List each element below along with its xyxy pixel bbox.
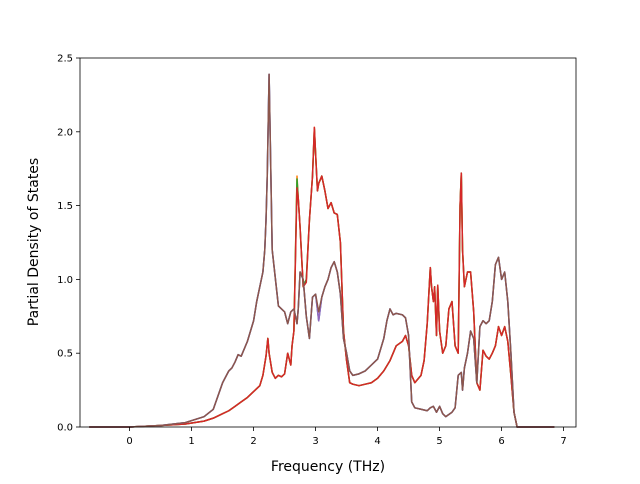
x-tick-label: 4	[374, 436, 380, 447]
y-tick-label: 2.0	[57, 127, 73, 138]
y-tick-label: 1.5	[57, 201, 73, 212]
x-tick-label: 5	[436, 436, 442, 447]
y-tick-label: 1.0	[57, 275, 73, 286]
x-tick-label: 0	[126, 436, 132, 447]
x-tick-label: 2	[250, 436, 256, 447]
x-tick-label: 1	[188, 436, 194, 447]
y-tick-label: 0.0	[57, 423, 73, 434]
series-line-4	[89, 126, 555, 428]
series-line-6	[89, 73, 555, 428]
y-tick-label: 2.5	[57, 54, 73, 65]
plot-area	[80, 58, 576, 427]
series-layer	[89, 73, 555, 428]
ticks-layer: 0 1 2 3 4 5 6 7 0.0 0.5 1.0 1.5 2.0 2.5	[57, 54, 567, 448]
plot-frame	[79, 57, 577, 428]
y-tick-label: 0.5	[57, 349, 73, 360]
x-tick-label: 7	[560, 436, 566, 447]
x-tick-label: 6	[498, 436, 504, 447]
y-axis-title: Partial Density of States	[26, 158, 42, 326]
x-tick-label: 3	[312, 436, 318, 447]
x-axis-title: Frequency (THz)	[271, 459, 385, 475]
